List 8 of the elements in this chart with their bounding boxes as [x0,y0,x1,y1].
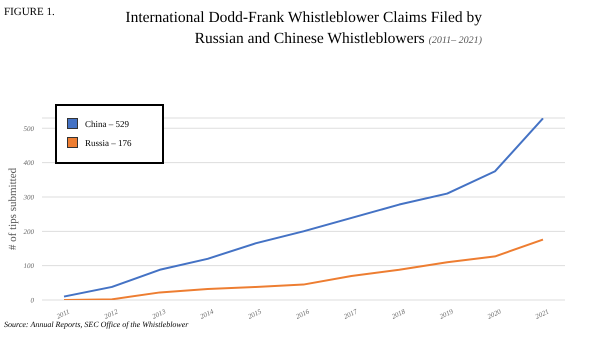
line-series [63,118,544,298]
legend-label: China – 529 [84,118,130,129]
caption: FIGURE 1. [4,6,55,18]
legend-label: Russia – 176 [84,137,132,148]
chart-subtitle: (2011– 2021) [428,35,482,46]
line-series [63,238,544,300]
y-axis-title: # of tips submitted [6,167,19,250]
source-note: Source: Annual Reports, SEC Office of the Whistleblower [4,320,188,329]
